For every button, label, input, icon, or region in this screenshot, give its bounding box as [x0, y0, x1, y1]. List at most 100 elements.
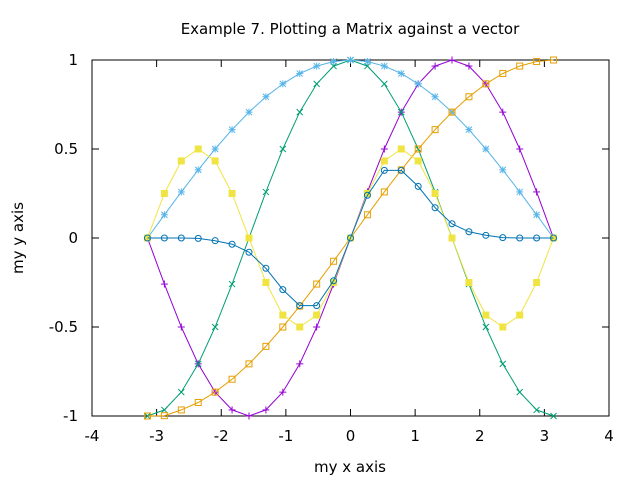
- data-point: [516, 388, 524, 396]
- data-point: [228, 126, 236, 134]
- x-tick-label: -3: [149, 427, 164, 445]
- data-point: [448, 234, 456, 242]
- series-line: [147, 59, 554, 239]
- data-point: [177, 157, 185, 165]
- data-point: [211, 323, 219, 331]
- data-point: [347, 56, 354, 64]
- data-point: [177, 406, 185, 414]
- data-point: [160, 190, 168, 197]
- data-point: [397, 166, 405, 174]
- data-point: [313, 311, 321, 319]
- x-tick-label: 3: [540, 427, 550, 445]
- data-point: [414, 145, 422, 153]
- y-axis-label: my y axis: [9, 202, 27, 274]
- data-point: [330, 279, 338, 286]
- data-point: [160, 211, 168, 219]
- data-point: [279, 80, 287, 88]
- data-point: [143, 234, 151, 242]
- data-point: [144, 412, 151, 420]
- data-point: [465, 279, 473, 286]
- data-point: [516, 188, 524, 196]
- chart-title: Example 7. Plotting a Matrix against a v…: [181, 20, 520, 38]
- data-point: [262, 279, 270, 286]
- data-point: [313, 80, 321, 88]
- series-6: [143, 166, 558, 310]
- y-tick-label: 0: [68, 229, 78, 247]
- data-point: [533, 279, 541, 286]
- x-axis-label: my x axis: [314, 458, 386, 476]
- data-point: [363, 58, 371, 66]
- data-point: [228, 280, 236, 288]
- data-point: [194, 360, 202, 368]
- data-point: [313, 302, 321, 310]
- data-point: [313, 280, 321, 288]
- data-point: [279, 323, 287, 331]
- data-point: [228, 406, 236, 414]
- data-point: [279, 286, 287, 294]
- data-point: [228, 240, 236, 248]
- x-tick-label: -1: [278, 427, 293, 445]
- data-point: [296, 302, 304, 310]
- data-point: [160, 234, 168, 242]
- data-point: [296, 108, 304, 116]
- data-point: [550, 234, 558, 242]
- data-point: [465, 228, 473, 236]
- data-point: [380, 80, 388, 88]
- data-point: [245, 108, 253, 116]
- data-point: [296, 323, 304, 331]
- data-point: [431, 93, 439, 101]
- data-point: [431, 126, 439, 134]
- data-point: [245, 248, 253, 256]
- data-point: [380, 145, 388, 153]
- data-point: [177, 323, 185, 331]
- data-point: [414, 182, 422, 190]
- data-point: [194, 234, 202, 242]
- data-point: [465, 126, 473, 134]
- data-point: [499, 323, 507, 331]
- data-point: [550, 56, 558, 64]
- data-point: [499, 360, 507, 368]
- data-point: [160, 280, 168, 288]
- data-point: [279, 311, 287, 319]
- data-point: [499, 166, 507, 174]
- data-point: [550, 412, 557, 420]
- data-point: [482, 80, 490, 88]
- x-tick-label: 2: [475, 427, 485, 445]
- data-point: [279, 388, 287, 396]
- data-point: [245, 360, 253, 368]
- data-point: [414, 80, 422, 88]
- data-point: [228, 375, 236, 383]
- axis-ticks: -4 -3 -2 -1 0 1 2 3 4 -1 -0.5 0 0.5 1: [49, 51, 614, 445]
- data-point: [194, 166, 202, 174]
- data-point: [533, 211, 541, 219]
- data-point: [245, 412, 253, 420]
- data-point: [296, 70, 304, 78]
- data-point: [245, 234, 253, 242]
- data-point: [211, 237, 219, 245]
- data-point: [516, 234, 524, 242]
- data-point: [482, 145, 490, 153]
- data-point: [533, 58, 541, 66]
- data-point: [313, 323, 321, 331]
- data-point: [143, 412, 151, 420]
- data-point: [161, 406, 168, 414]
- data-point: [482, 311, 490, 319]
- series-layer: [143, 56, 558, 420]
- data-point: [448, 220, 456, 228]
- data-point: [516, 145, 524, 153]
- data-point: [363, 211, 371, 219]
- y-tick-label: -1: [63, 407, 78, 425]
- data-point: [363, 190, 371, 197]
- data-point: [177, 234, 185, 242]
- x-tick-label: 1: [410, 427, 420, 445]
- data-point: [550, 234, 558, 242]
- data-point: [499, 234, 507, 242]
- data-point: [499, 108, 507, 116]
- data-point: [279, 145, 287, 153]
- data-point: [194, 145, 202, 153]
- x-tick-label: 4: [604, 427, 614, 445]
- x-tick-label: -4: [85, 427, 100, 445]
- data-point: [465, 62, 473, 70]
- data-point: [414, 157, 422, 165]
